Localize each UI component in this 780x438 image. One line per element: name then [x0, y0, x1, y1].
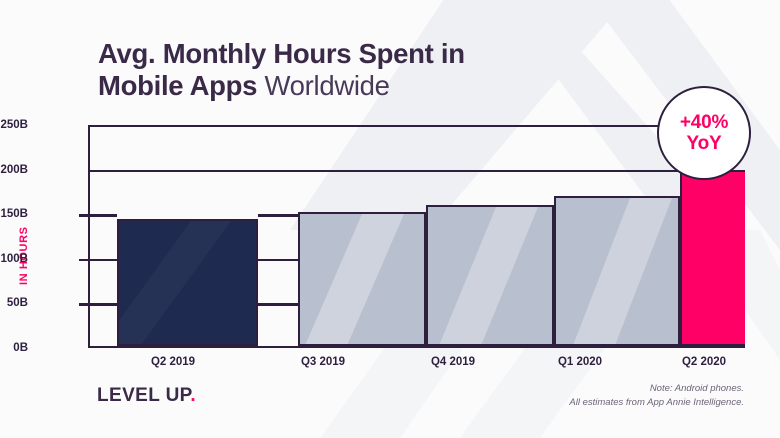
footnote-line-2: All estimates from App Annie Intelligenc…: [569, 397, 744, 409]
gridline-seg-50-b: [258, 303, 298, 306]
badge-value: +40%: [679, 111, 729, 133]
y-tick-stub-100: [79, 258, 90, 262]
bar-sheen: [428, 206, 552, 344]
title-line-2: Mobile Apps Worldwide: [98, 70, 465, 102]
y-tick-label-150: 150B: [0, 208, 29, 221]
y-tick-label-250: 250B: [0, 119, 29, 131]
bar-sheen: [300, 213, 424, 344]
badge-period: YoY: [686, 133, 722, 154]
bar-q4-2019[interactable]: [426, 204, 554, 346]
x-tick-label-q3-2019: Q3 2019: [300, 356, 346, 368]
x-tick-label-q1-2020: Q1 2020: [557, 356, 603, 368]
page-title: Avg. Monthly Hours Spent in Mobile Apps …: [98, 38, 465, 103]
y-tick-label-0: 0B: [13, 342, 28, 354]
title-text-light: Worldwide: [264, 70, 390, 102]
title-line-1: Avg. Monthly Hours Spent in: [98, 38, 465, 70]
bar-q3-2019[interactable]: [298, 211, 426, 346]
bar-sheen: [556, 197, 678, 344]
gridline-seg-150-a: [88, 214, 117, 217]
bar-q2-2020[interactable]: [680, 169, 745, 346]
footnote-line-1: Note: Android phones.: [649, 383, 744, 394]
x-tick-label-q4-2019: Q4 2019: [430, 356, 476, 368]
y-tick-label-200: 200B: [0, 163, 29, 176]
gridline-seg-100-b: [258, 258, 298, 262]
logo-dot: .: [190, 385, 196, 406]
y-tick-label-100: 100B: [0, 252, 29, 265]
gridline-seg-50-a: [88, 303, 117, 306]
y-tick-stub-50: [79, 303, 90, 306]
x-tick-label-q2-2019: Q2 2019: [150, 356, 196, 368]
brand-logo: LEVEL UP.: [97, 385, 196, 407]
gridline-200: [88, 169, 745, 173]
x-tick-label-q2-2020: Q2 2020: [681, 356, 727, 368]
gridline-seg-150-b: [258, 214, 298, 217]
footnote: Note: Android phones. All estimates from…: [569, 382, 744, 411]
bar-q1-2020[interactable]: [554, 195, 680, 346]
bar-q2-2019[interactable]: [117, 218, 258, 346]
plot-area: [79, 125, 745, 348]
growth-badge: +40% YoY: [657, 86, 751, 180]
gridline-seg-100-a: [88, 258, 117, 262]
logo-text: LEVEL UP: [97, 385, 191, 406]
y-tick-stub-150: [79, 214, 90, 217]
bar-sheen: [119, 221, 256, 344]
y-tick-label-50: 50B: [6, 297, 28, 310]
title-text-bold-1: Avg. Monthly Hours Spent in: [98, 38, 465, 69]
title-text-bold-2: Mobile Apps: [98, 70, 258, 102]
